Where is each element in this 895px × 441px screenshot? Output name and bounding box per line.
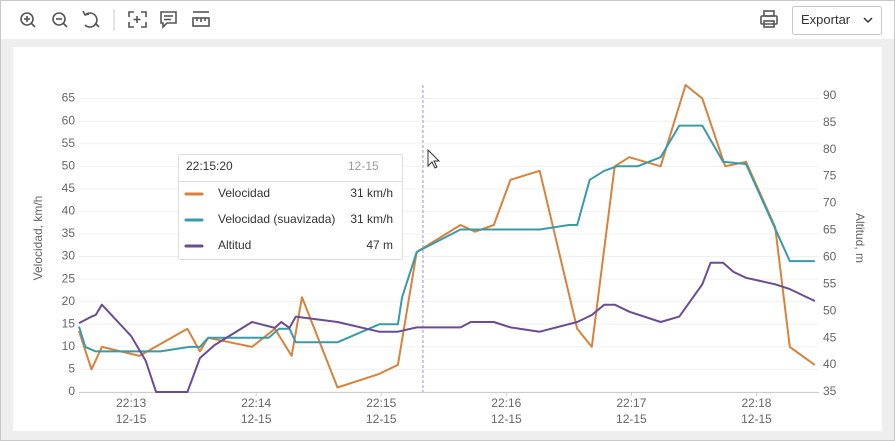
y2-tick-label: 40 xyxy=(823,357,837,371)
y2-tick-label: 50 xyxy=(823,303,837,317)
y-tick-label: 50 xyxy=(62,158,76,172)
tooltip-value: 31 km/h xyxy=(350,186,393,200)
y2-tick-label: 75 xyxy=(823,169,837,183)
series-line xyxy=(78,84,816,389)
toolbar-icons xyxy=(20,9,778,31)
chart-panel xyxy=(13,47,882,431)
tooltip: 22:15:20 12-15 Velocidad 31 km/h Velocidad… xyxy=(178,154,403,260)
x-tick-label: 22:15 xyxy=(366,396,396,410)
select-zoom[interactable] xyxy=(128,11,147,28)
plot: 0 5 10 15 20 25 30 35 40 45 50 55 60 65 35 40 45 50 55 60 65… xyxy=(62,84,837,426)
y-tick-label: 25 xyxy=(62,271,76,285)
y2-tick-label: 65 xyxy=(823,223,837,237)
tooltip-box xyxy=(178,154,403,260)
annotation[interactable] xyxy=(160,11,177,29)
export-button[interactable]: Exportar xyxy=(792,6,882,35)
y-tick-label: 65 xyxy=(62,91,76,105)
series-line xyxy=(78,261,816,393)
y2-tick-label: 70 xyxy=(823,196,837,210)
tooltip-value: 47 m xyxy=(366,238,393,252)
mouse-cursor xyxy=(427,148,441,169)
tooltip-series-name: Velocidad (suavizada) xyxy=(218,212,335,226)
y-tick-label: 30 xyxy=(62,249,76,263)
y-tick-label: 35 xyxy=(62,226,76,240)
tooltip-value: 31 km/h xyxy=(350,212,393,226)
zoom-in[interactable] xyxy=(20,12,36,28)
y-tick-label: 55 xyxy=(62,136,76,150)
y-tick-label: 60 xyxy=(62,113,76,127)
measure[interactable] xyxy=(192,11,210,27)
y-tick-label: 40 xyxy=(62,204,76,218)
x-tick-label: 22:14 xyxy=(241,396,271,410)
x-tick-date: 12-15 xyxy=(116,412,147,426)
series-line xyxy=(78,124,815,353)
print[interactable] xyxy=(760,10,778,28)
chevron xyxy=(863,17,873,24)
tooltip-time: 22:15:20 xyxy=(186,159,233,173)
zoom-out[interactable] xyxy=(52,12,68,28)
y2-tick-label: 60 xyxy=(823,250,837,264)
x-tick-date: 12-15 xyxy=(366,412,397,426)
y-axis-title: Velocidad, km/h xyxy=(31,196,45,281)
y2-tick-label: 35 xyxy=(823,384,837,398)
y-tick-label: 45 xyxy=(62,181,76,195)
y-tick-label: 20 xyxy=(62,294,76,308)
y2-tick-label: 90 xyxy=(823,88,837,102)
x-tick-date: 12-15 xyxy=(741,412,772,426)
y2-tick-label: 80 xyxy=(823,142,837,156)
y-tick-label: 10 xyxy=(62,339,76,353)
y-tick-label: 0 xyxy=(68,384,75,398)
x-tick-label: 22:13 xyxy=(116,396,146,410)
export-label[interactable]: Exportar xyxy=(801,12,851,27)
x-tick-date: 12-15 xyxy=(241,412,272,426)
y-tick-label: 5 xyxy=(68,362,75,376)
export-box[interactable] xyxy=(792,6,882,35)
reset-zoom[interactable] xyxy=(82,10,100,28)
y-tick-label: 15 xyxy=(62,316,76,330)
y2-tick-label: 55 xyxy=(823,276,837,290)
tooltip-date: 12-15 xyxy=(348,159,379,173)
tooltip-series-name: Velocidad xyxy=(218,186,270,200)
tooltip-series-name: Altitud xyxy=(218,238,251,252)
y2-tick-label: 45 xyxy=(823,330,837,344)
x-tick-date: 12-15 xyxy=(491,412,522,426)
y2-axis-title: Altitud, m xyxy=(853,213,867,263)
x-tick-date: 12-15 xyxy=(616,412,647,426)
x-tick-label: 22:16 xyxy=(491,396,521,410)
x-tick-label: 22:17 xyxy=(616,396,646,410)
y2-tick-label: 85 xyxy=(823,115,837,129)
x-tick-label: 22:18 xyxy=(741,396,771,410)
